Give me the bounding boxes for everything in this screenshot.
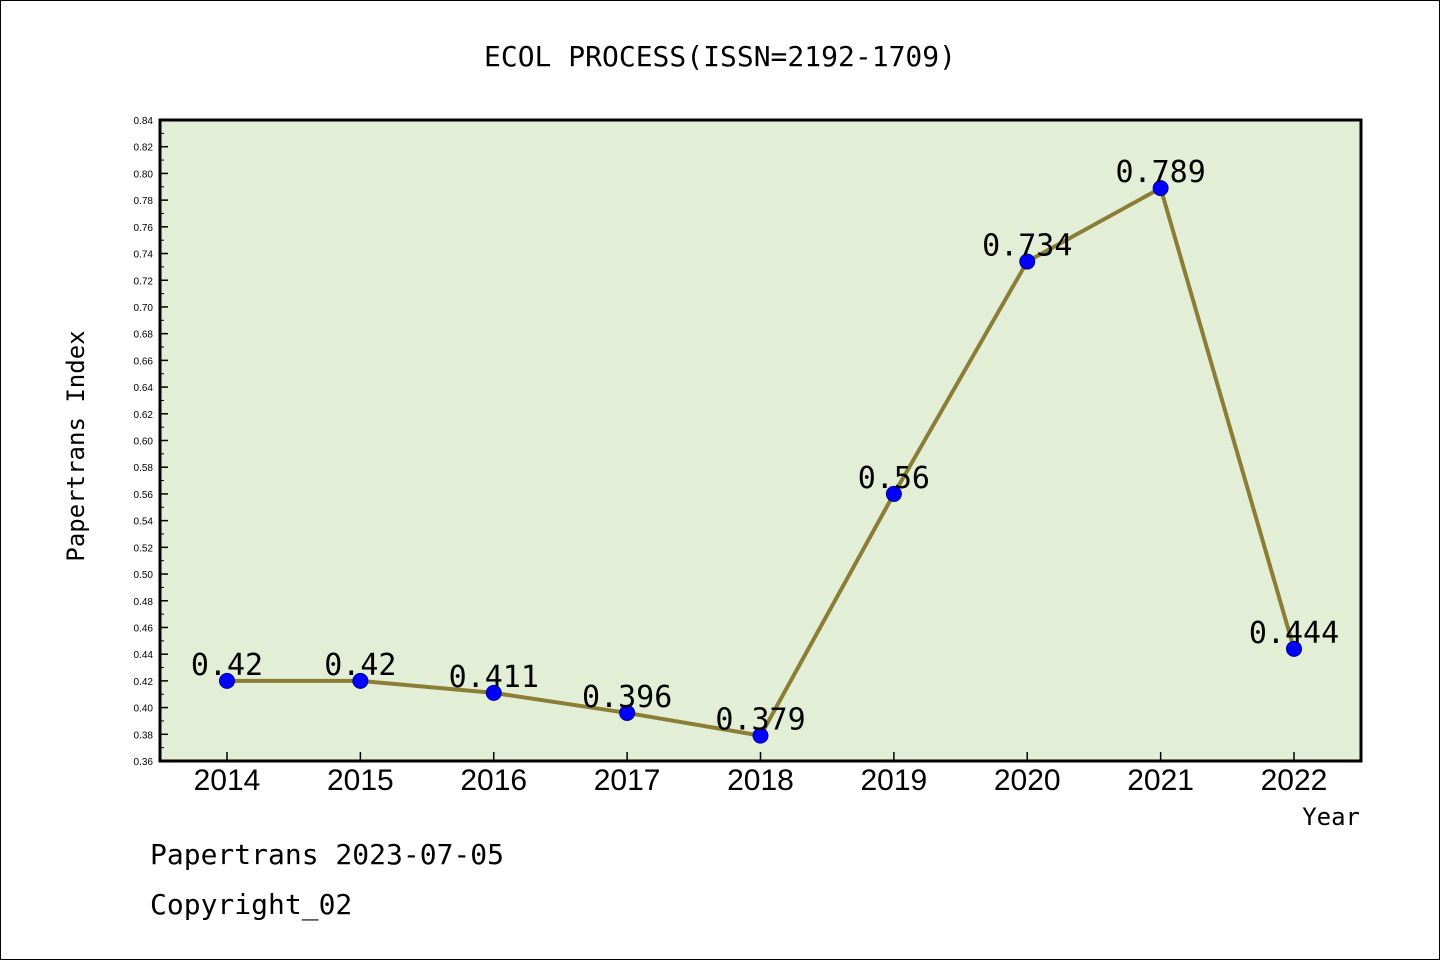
y-tick-label: 0.84 bbox=[134, 116, 154, 127]
data-label: 0.396 bbox=[582, 680, 672, 715]
data-label: 0.42 bbox=[324, 648, 396, 683]
footer-copyright: Copyright_02 bbox=[150, 888, 352, 922]
y-tick-label: 0.54 bbox=[134, 517, 154, 528]
y-tick-label: 0.58 bbox=[134, 463, 154, 474]
data-label: 0.444 bbox=[1249, 616, 1339, 651]
series-layer: 0.42 0.42 0.411 0.396 0.379 0.56 0.734 0.789 0.4… bbox=[191, 155, 1339, 744]
y-tick-label: 0.56 bbox=[134, 490, 154, 501]
x-tick-label: 2015 bbox=[327, 764, 394, 797]
x-tick-label: 2020 bbox=[994, 764, 1061, 797]
data-label: 0.42 bbox=[191, 648, 263, 683]
data-point bbox=[1286, 640, 1302, 657]
chart-title: ECOL PROCESS(ISSN=2192-1709) bbox=[484, 40, 956, 73]
x-tick-label: 2021 bbox=[1127, 764, 1194, 797]
x-tick-label: 2019 bbox=[861, 764, 928, 797]
y-tick-label: 0.38 bbox=[134, 730, 154, 741]
y-tick-label: 0.74 bbox=[134, 250, 154, 261]
x-tick-label: 2018 bbox=[727, 764, 794, 797]
x-tick-label: 2014 bbox=[194, 764, 261, 797]
y-tick-label: 0.68 bbox=[134, 330, 154, 341]
data-point bbox=[1019, 253, 1036, 270]
y-tick-label: 0.40 bbox=[134, 704, 154, 715]
data-point bbox=[219, 672, 235, 689]
data-point bbox=[885, 485, 902, 502]
x-axis: 2014 2015 2016 2017 2018 2019 2020 2021 2022 bbox=[194, 752, 1328, 797]
y-tick-label: 0.50 bbox=[134, 570, 154, 581]
data-label: 0.56 bbox=[858, 461, 930, 496]
y-tick-label: 0.70 bbox=[134, 303, 154, 314]
data-label: 0.379 bbox=[715, 703, 805, 738]
y-tick-label: 0.76 bbox=[134, 223, 154, 234]
y-tick-label: 0.46 bbox=[134, 623, 154, 634]
x-tick-label: 2016 bbox=[460, 764, 527, 797]
y-tick-label: 0.36 bbox=[134, 757, 154, 768]
data-point bbox=[352, 672, 369, 689]
data-label: 0.734 bbox=[982, 229, 1072, 264]
data-label: 0.789 bbox=[1115, 155, 1205, 190]
plot-area bbox=[158, 118, 1363, 763]
footer-date: Papertrans 2023-07-05 bbox=[150, 838, 504, 871]
y-tick-label: 0.44 bbox=[134, 650, 154, 661]
y-tick-label: 0.80 bbox=[134, 169, 154, 180]
x-tick-label: 2017 bbox=[594, 764, 661, 797]
x-tick-label: 2022 bbox=[1261, 764, 1328, 797]
y-axis-label: Papertrans Index bbox=[62, 330, 90, 561]
y-tick-label: 0.72 bbox=[134, 276, 154, 287]
y-tick-label: 0.52 bbox=[134, 543, 154, 554]
data-point bbox=[485, 684, 502, 701]
data-label: 0.411 bbox=[449, 660, 539, 695]
data-point bbox=[752, 727, 769, 744]
y-tick-label: 0.60 bbox=[134, 437, 154, 448]
y-tick-label: 0.62 bbox=[134, 410, 154, 421]
data-point bbox=[619, 704, 636, 721]
x-axis-label: Year bbox=[1302, 803, 1360, 831]
y-tick-label: 0.66 bbox=[134, 356, 154, 367]
y-tick-label: 0.48 bbox=[134, 597, 154, 608]
y-tick-label: 0.78 bbox=[134, 196, 154, 207]
y-tick-label: 0.82 bbox=[134, 143, 154, 154]
y-axis: 0.36 0.38 0.40 0.42 0.44 0.46 0.48 0.50 0.52 0.54… bbox=[134, 116, 168, 768]
data-point bbox=[1152, 180, 1169, 197]
y-tick-label: 0.42 bbox=[134, 677, 154, 688]
y-tick-label: 0.64 bbox=[134, 383, 154, 394]
